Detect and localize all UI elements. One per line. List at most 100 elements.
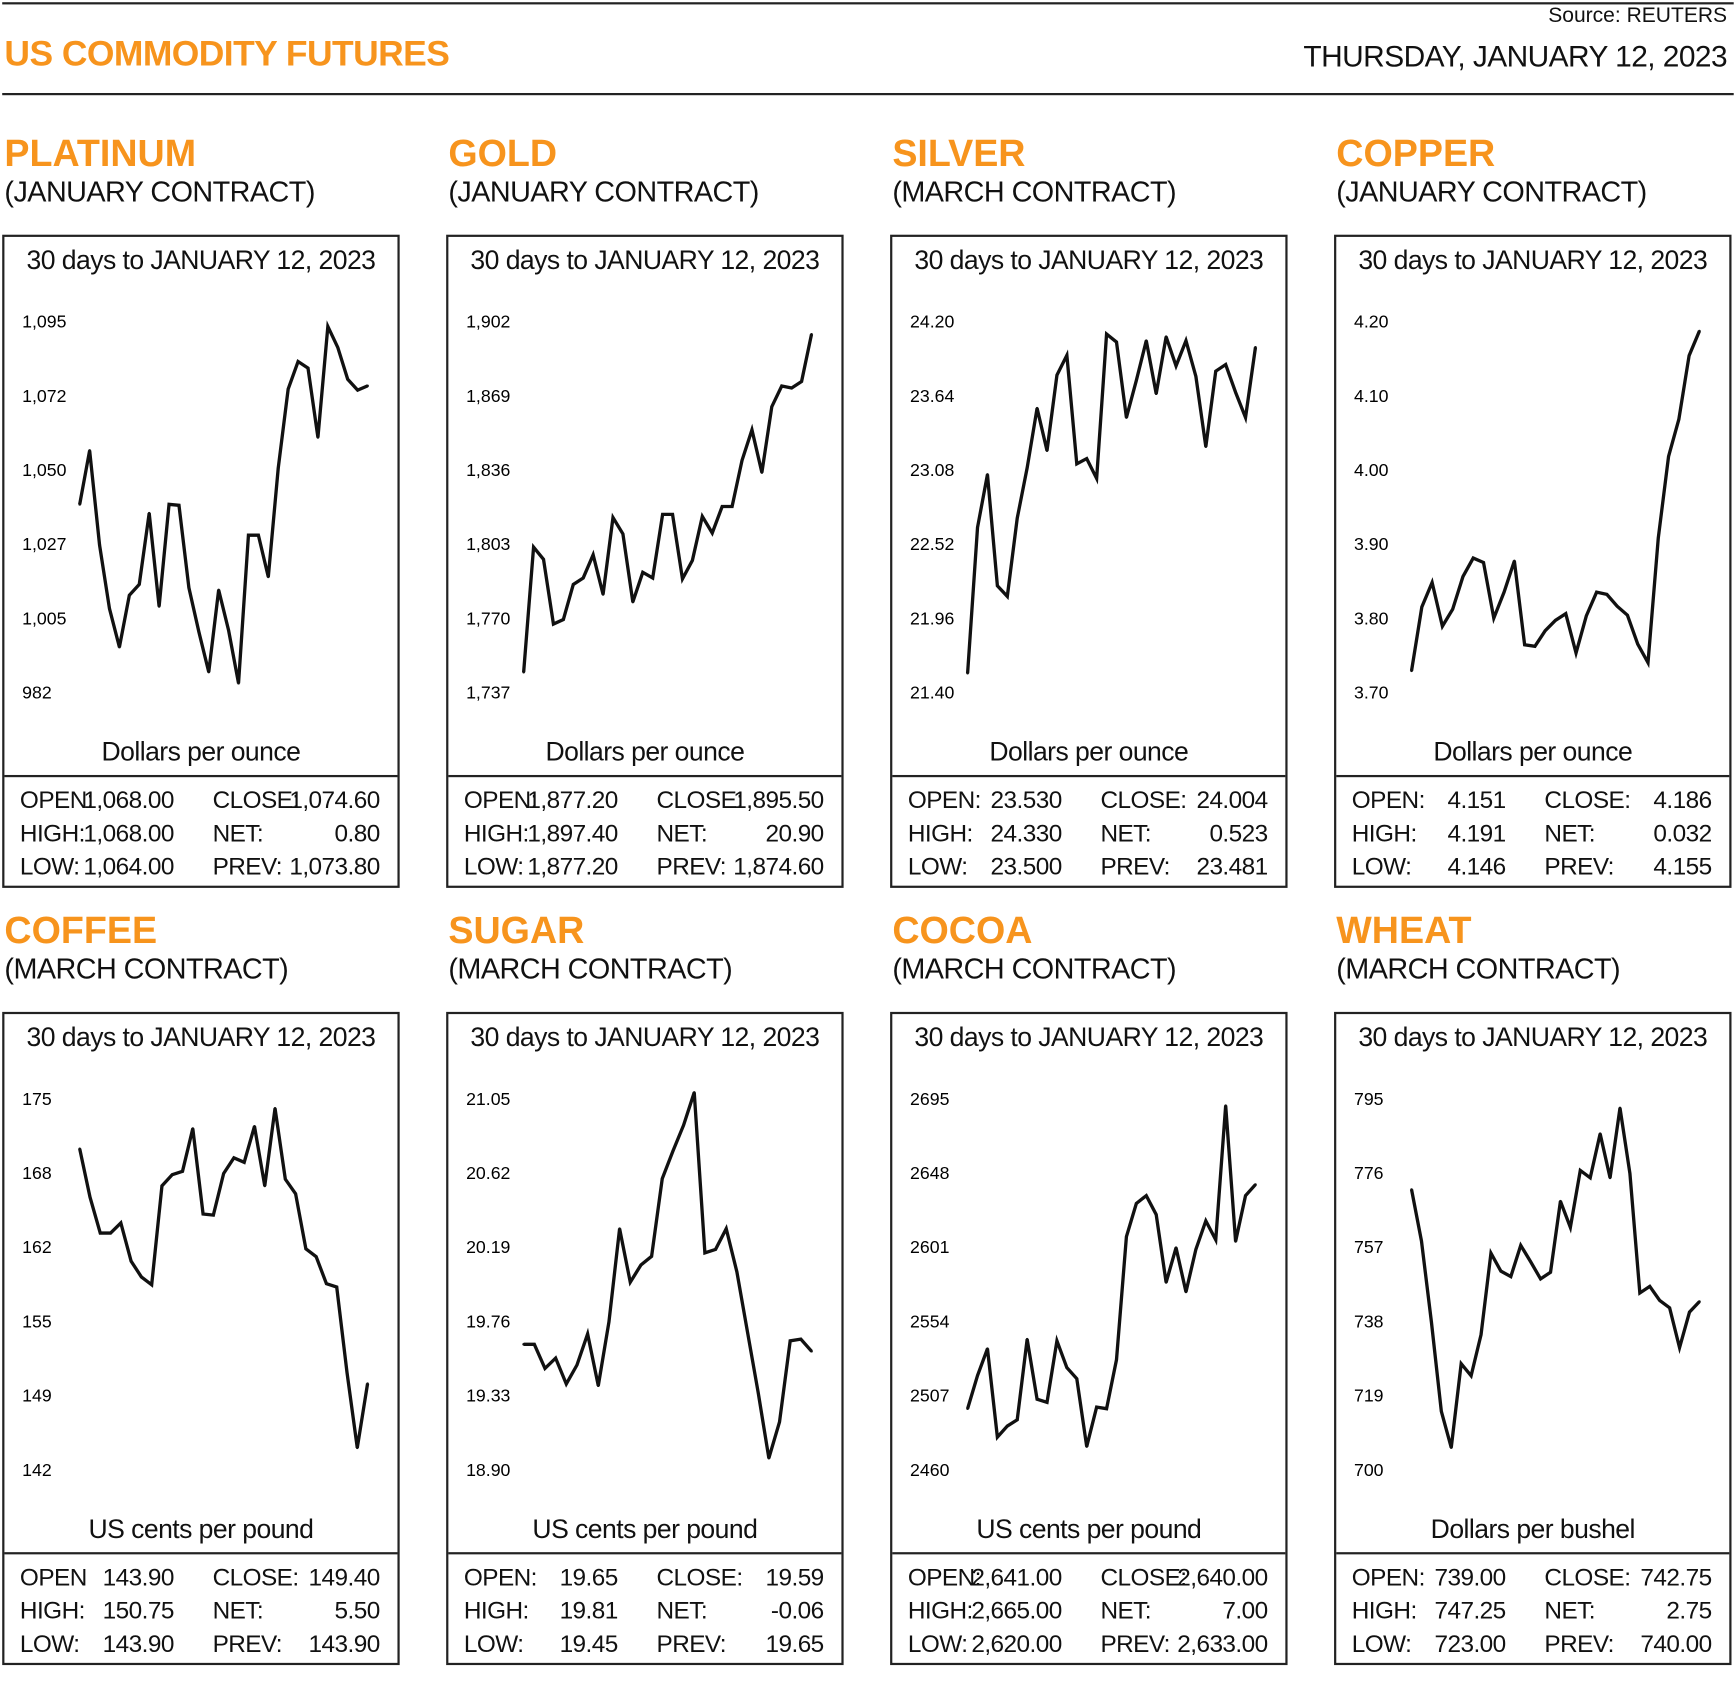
stat-label: PREV:: [1100, 1629, 1170, 1658]
y-tick-label: 4.10: [1354, 386, 1389, 406]
data-point: [212, 1213, 215, 1217]
stat-value: 4.155: [1653, 852, 1712, 881]
stats-divider: [892, 1552, 1286, 1555]
data-point: [242, 1160, 246, 1164]
data-point: [78, 1147, 82, 1151]
stat-label: LOW:: [1351, 852, 1412, 881]
data-point: [227, 629, 230, 632]
data-point: [767, 1456, 771, 1460]
stat-value: 1,877.20: [527, 786, 618, 814]
stat-value: 143.90: [308, 1629, 381, 1658]
data-point: [1135, 379, 1138, 382]
data-point: [996, 584, 999, 588]
data-point: [366, 1382, 369, 1386]
y-tick-label: 1,050: [22, 460, 66, 480]
contract-label: (JANUARY CONTRACT): [4, 174, 315, 209]
data-point: [724, 1227, 728, 1231]
data-point: [1025, 466, 1029, 470]
chart-box: 30 days to JANUARY 12, 2023 1,737 1,770 1,8…: [446, 234, 844, 888]
data-point: [109, 1231, 112, 1235]
stat-label: HIGH:: [1351, 819, 1417, 847]
stats-row: OPEN: 2,641.00 CLOSE: 2,640.00: [892, 1561, 1285, 1594]
data-point: [345, 1371, 349, 1374]
data-point: [1194, 1247, 1198, 1251]
data-point: [532, 1342, 536, 1346]
data-point: [1479, 1333, 1483, 1337]
data-point: [1698, 329, 1701, 333]
data-point: [266, 575, 270, 579]
data-point: [799, 1337, 803, 1341]
data-point: [542, 557, 545, 561]
data-point: [1254, 346, 1257, 349]
data-point: [1105, 1407, 1108, 1411]
stat-label: LOW:: [907, 852, 968, 881]
data-point: [1410, 1188, 1413, 1191]
data-point: [1626, 613, 1629, 617]
data-point: [1115, 1358, 1118, 1362]
stat-value: 24.330: [990, 819, 1063, 847]
stat-value: 1,073.80: [289, 852, 380, 881]
data-point: [1656, 536, 1660, 540]
stat-label: LOW:: [1351, 1629, 1412, 1658]
stat-label: PREV:: [1100, 852, 1170, 881]
data-point: [966, 671, 969, 675]
stats-divider: [1336, 774, 1730, 778]
data-point: [607, 1320, 611, 1324]
data-point: [631, 600, 635, 604]
stats-row: HIGH: 2,665.00 NET: 7.00: [892, 1594, 1285, 1627]
data-point: [88, 449, 91, 452]
stat-label: CLOSE:: [656, 786, 744, 814]
data-point: [1502, 590, 1506, 594]
data-point: [1005, 595, 1009, 598]
commodity-name: COFFEE: [4, 910, 158, 953]
data-point: [692, 1091, 696, 1094]
data-point: [996, 1435, 999, 1439]
data-point: [760, 471, 764, 474]
stat-label: HIGH:: [463, 819, 529, 847]
stat-value: 23.481: [1196, 852, 1268, 881]
period-label: 30 days to JANUARY 12, 2023: [26, 1022, 376, 1053]
data-point: [735, 1270, 739, 1274]
data-point: [618, 1227, 621, 1231]
data-point: [222, 1172, 225, 1175]
data-point: [247, 533, 250, 537]
stat-label: NET:: [1100, 1596, 1152, 1625]
data-point: [1065, 353, 1069, 357]
data-point: [191, 1127, 195, 1130]
y-tick-label: 23.64: [910, 386, 954, 406]
header-rule: [2, 92, 1734, 96]
period-label: 30 days to JANUARY 12, 2023: [470, 1022, 820, 1053]
stats-table: OPEN: 2,641.00 CLOSE: 2,640.00 HIGH: 2,665.00…: [892, 1561, 1285, 1661]
stats-table: OPEN: 1,877.20 CLOSE: 1,895.50 HIGH: 1,897.40…: [448, 784, 841, 884]
stat-label: HIGH:: [19, 819, 85, 847]
stat-label: CLOSE:: [1544, 786, 1631, 814]
stats-divider: [1336, 1552, 1730, 1555]
data-point: [1204, 445, 1208, 449]
stat-value: 2,620.00: [971, 1629, 1062, 1658]
stat-label: NET:: [1544, 1596, 1595, 1625]
unit-label: Dollars per ounce: [989, 737, 1189, 768]
stat-value: 2,633.00: [1177, 1629, 1268, 1658]
stats-row: HIGH: 19.81 NET: -0.06: [448, 1594, 841, 1627]
data-point: [1449, 1446, 1453, 1449]
y-tick-label: 168: [22, 1163, 52, 1183]
data-point: [750, 428, 754, 432]
data-point: [150, 1283, 154, 1287]
data-point: [257, 533, 260, 537]
data-point: [1174, 364, 1178, 368]
data-point: [810, 332, 813, 336]
stat-value: 143.90: [102, 1563, 175, 1591]
stat-value: 747.25: [1434, 1596, 1506, 1625]
data-point: [1244, 416, 1247, 419]
stat-label: PREV:: [656, 1629, 727, 1658]
data-point: [1065, 1366, 1069, 1369]
data-point: [325, 1282, 328, 1285]
stats-row: OPEN: 1,877.20 CLOSE: 1,895.50: [448, 784, 841, 817]
y-tick-label: 738: [1354, 1311, 1384, 1331]
data-point: [639, 1263, 643, 1267]
data-point: [1194, 375, 1198, 378]
period-label: 30 days to JANUARY 12, 2023: [1358, 245, 1708, 276]
data-point: [1164, 1281, 1168, 1284]
data-point: [283, 1177, 287, 1181]
stats-table: OPEN: 4.151 CLOSE: 4.186 HIGH: 4.191 NET: 0.032…: [1336, 784, 1729, 884]
